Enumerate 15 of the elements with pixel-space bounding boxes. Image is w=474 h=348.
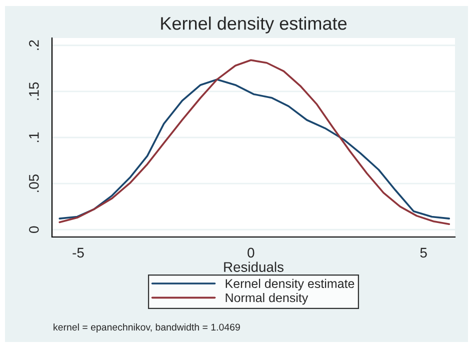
line-series xyxy=(58,59,450,226)
y-tick-label: .15 xyxy=(29,82,39,100)
text: kernel = epanechnikov, bandwidth = 1.0469 xyxy=(54,323,240,333)
chart-title: Kernel density estimate xyxy=(161,16,347,34)
legend-label: Normal density xyxy=(226,292,308,305)
x-axis-title: Residuals xyxy=(224,262,284,272)
x-tick-label: 5 xyxy=(420,248,427,258)
x-tick-label: -5 xyxy=(72,248,84,258)
legend-label: Kernel density estimate xyxy=(226,278,354,290)
y-tick-label: .1 xyxy=(29,132,39,142)
y-tick-label: 0 xyxy=(29,226,39,233)
line-series xyxy=(58,78,450,220)
x-tick-label: 0 xyxy=(248,248,254,258)
y-tick-label: .2 xyxy=(29,40,39,50)
y-tick-label: .05 xyxy=(29,174,39,192)
